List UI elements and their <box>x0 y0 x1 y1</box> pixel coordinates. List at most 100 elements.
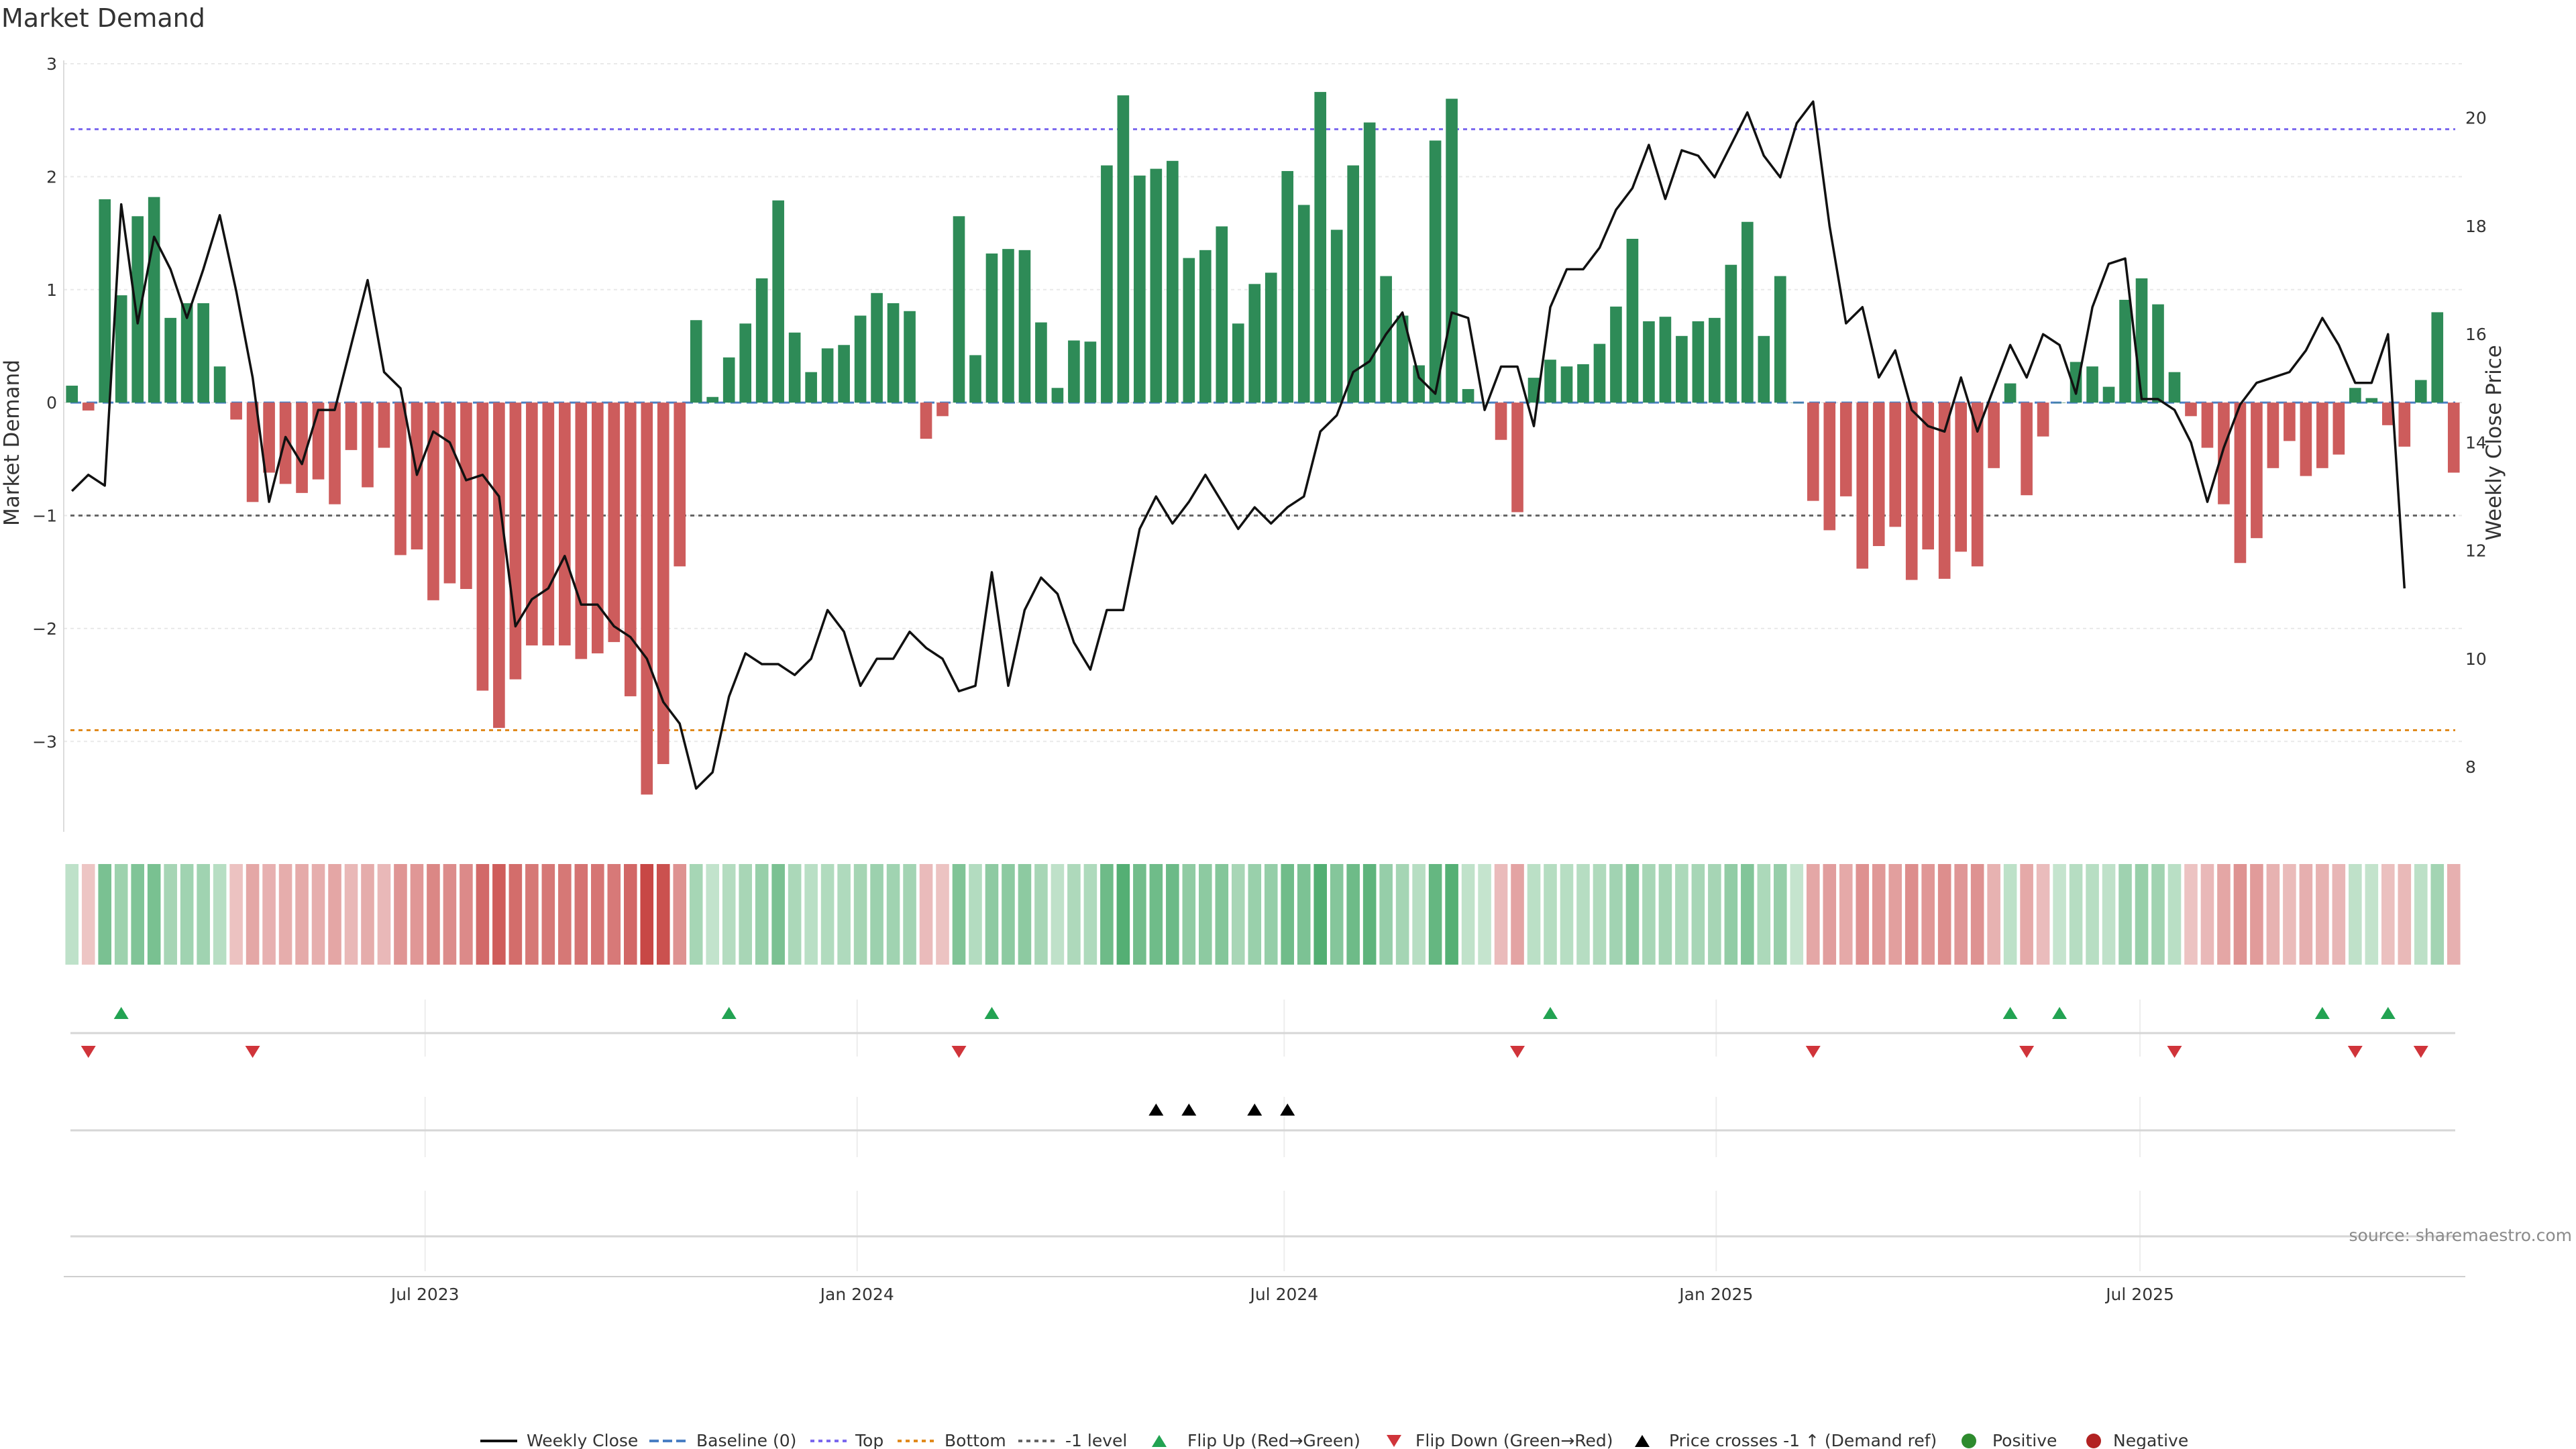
negative-demand-bar <box>2447 402 2460 473</box>
heat-cell <box>443 864 457 965</box>
heat-cell <box>2349 864 2362 965</box>
heat-cell <box>689 864 703 965</box>
x-tick-label: Jan 2024 <box>819 1285 894 1304</box>
positive-demand-bar <box>1297 205 1310 403</box>
heat-cell <box>853 864 867 965</box>
positive-demand-bar <box>1199 250 1212 403</box>
positive-demand-bar <box>1758 335 1770 403</box>
heat-cell <box>886 864 900 965</box>
heat-cell <box>295 864 309 965</box>
heat-cell <box>377 864 391 965</box>
right-tick-label: 10 <box>2465 649 2487 669</box>
x-tick-label: Jul 2025 <box>2104 1285 2174 1304</box>
positive-demand-bar <box>213 366 226 403</box>
heat-cell <box>2430 864 2445 965</box>
heat-cell <box>131 864 144 965</box>
flip-down-marker <box>951 1046 967 1058</box>
negative-demand-bar <box>2381 402 2394 425</box>
heat-cell <box>574 864 588 965</box>
negative-demand-bar <box>1856 402 1869 569</box>
heat-cell <box>1067 864 1081 965</box>
negative-demand-bar <box>312 402 325 480</box>
positive-demand-bar <box>722 357 735 403</box>
positive-demand-bar <box>1626 238 1639 403</box>
heat-cell <box>1248 864 1262 965</box>
positive-demand-bar <box>969 355 981 403</box>
demand-heat-strip <box>65 864 2461 965</box>
negative-demand-bar <box>2021 402 2033 496</box>
heat-cell <box>1511 864 1524 965</box>
heat-cell <box>804 864 818 965</box>
heat-cell <box>394 864 407 965</box>
positive-demand-bar <box>887 303 900 403</box>
negative-demand-bar <box>559 402 571 646</box>
heat-cell <box>1839 864 1853 965</box>
negative-demand-bar <box>1807 402 1819 501</box>
positive-demand-bar <box>1560 366 1573 403</box>
right-tick-label: 14 <box>2465 433 2487 452</box>
right-tick-label: 20 <box>2465 109 2487 128</box>
heat-cell <box>2118 864 2132 965</box>
right-tick-label: 16 <box>2465 325 2487 344</box>
negative-demand-bar <box>1955 402 1967 552</box>
positive-demand-bar <box>1774 276 1786 403</box>
negative-demand-bar <box>2398 402 2411 447</box>
positive-demand-bar <box>2086 366 2098 403</box>
negative-demand-bar <box>82 402 95 411</box>
heat-cell <box>2283 864 2296 965</box>
heat-cell <box>2266 864 2280 965</box>
negative-demand-bar <box>2037 402 2049 437</box>
legend-swatch <box>1387 1435 1401 1447</box>
heat-cell <box>1937 864 1951 965</box>
flip-up-marker <box>1543 1007 1558 1019</box>
positive-demand-bar <box>1051 388 1064 403</box>
positive-demand-bar <box>2349 388 2361 403</box>
heat-cell <box>2020 864 2033 965</box>
negative-demand-bar <box>1938 402 1951 579</box>
heat-cell <box>2381 864 2395 965</box>
price-cross-panel <box>70 1097 2455 1157</box>
heat-cell <box>2003 864 2017 965</box>
right-y-axis-label: Weekly Close Price <box>2482 345 2506 541</box>
heat-cell <box>1625 864 1640 965</box>
heat-cell <box>1133 864 1146 965</box>
left-tick-label: −3 <box>32 732 57 751</box>
negative-demand-bar <box>411 402 423 550</box>
flip-down-marker <box>80 1046 96 1058</box>
negative-demand-bar <box>1872 402 1885 546</box>
legend-label: Baseline (0) <box>696 1431 796 1449</box>
price-cross-marker <box>1280 1104 1295 1116</box>
negative-demand-bar <box>2218 402 2230 504</box>
legend-label: Negative <box>2113 1431 2188 1449</box>
positive-demand-bar <box>1183 258 1195 403</box>
chart-title: Market Demand <box>1 3 205 33</box>
positive-demand-bar <box>805 372 817 403</box>
heat-cell <box>1461 864 1475 965</box>
heat-cell <box>2102 864 2116 965</box>
negative-demand-bar <box>1511 402 1523 513</box>
heat-cell <box>1379 864 1393 965</box>
flip-up-marker <box>113 1007 129 1019</box>
heat-cell <box>2086 864 2099 965</box>
positive-demand-bar <box>1265 272 1277 403</box>
heat-cell <box>985 864 999 965</box>
heat-cell <box>2299 864 2313 965</box>
heat-cell <box>623 864 637 965</box>
negative-demand-bar <box>608 402 621 643</box>
heat-cell <box>755 864 769 965</box>
left-tick-label: −1 <box>32 506 57 526</box>
positive-demand-bar <box>838 345 850 403</box>
x-axis: Jul 2023 Jan 2024 Jul 2024 Jan 2025 Jul 2025 <box>64 1276 2465 1304</box>
heat-cell <box>229 864 243 965</box>
flip-up-marker <box>2052 1007 2068 1019</box>
heat-cell <box>1297 864 1311 965</box>
heat-cell <box>344 864 358 965</box>
heat-cell <box>1527 864 1541 965</box>
positive-demand-bar <box>1150 168 1163 403</box>
heat-cell <box>213 864 227 965</box>
heat-cell <box>837 864 851 965</box>
heat-cell <box>1544 864 1557 965</box>
negative-demand-bar <box>362 402 374 488</box>
negative-demand-bar <box>279 402 292 484</box>
flip-down-marker <box>1805 1046 1821 1058</box>
